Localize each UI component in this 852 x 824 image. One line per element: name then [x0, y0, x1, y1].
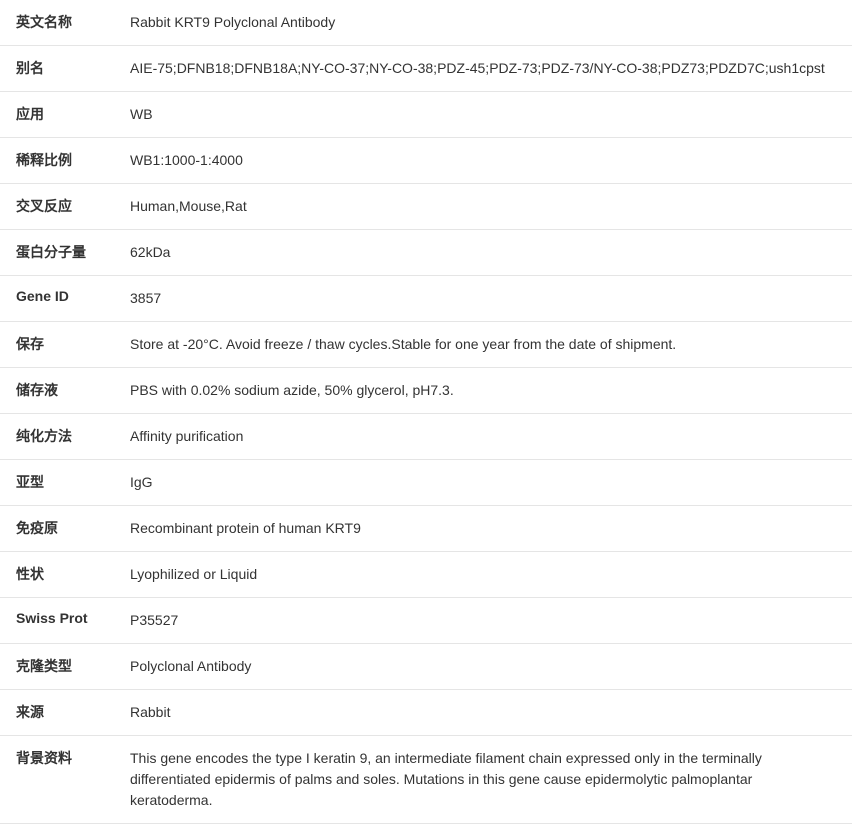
table-row: 保存 Store at -20°C. Avoid freeze / thaw c…	[0, 322, 852, 368]
spec-value: WB	[120, 92, 852, 138]
spec-label: 储存液	[0, 368, 120, 414]
spec-value: AIE-75;DFNB18;DFNB18A;NY-CO-37;NY-CO-38;…	[120, 46, 852, 92]
spec-label: 保存	[0, 322, 120, 368]
spec-label: 免疫原	[0, 506, 120, 552]
table-row: 克隆类型 Polyclonal Antibody	[0, 644, 852, 690]
spec-value: Lyophilized or Liquid	[120, 552, 852, 598]
table-row: 免疫原 Recombinant protein of human KRT9	[0, 506, 852, 552]
spec-value: Polyclonal Antibody	[120, 644, 852, 690]
table-row: 交叉反应 Human,Mouse,Rat	[0, 184, 852, 230]
table-row: 别名 AIE-75;DFNB18;DFNB18A;NY-CO-37;NY-CO-…	[0, 46, 852, 92]
table-row: 稀释比例 WB1:1000-1:4000	[0, 138, 852, 184]
spec-label: 来源	[0, 690, 120, 736]
table-row: 储存液 PBS with 0.02% sodium azide, 50% gly…	[0, 368, 852, 414]
spec-label: 克隆类型	[0, 644, 120, 690]
spec-value: This gene encodes the type I keratin 9, …	[120, 736, 852, 824]
spec-label: Swiss Prot	[0, 598, 120, 644]
spec-label: 纯化方法	[0, 414, 120, 460]
product-spec-table: 英文名称 Rabbit KRT9 Polyclonal Antibody 别名 …	[0, 0, 852, 824]
spec-value: P35527	[120, 598, 852, 644]
table-row: 应用 WB	[0, 92, 852, 138]
spec-value: Recombinant protein of human KRT9	[120, 506, 852, 552]
spec-value: Human,Mouse,Rat	[120, 184, 852, 230]
table-row: 性状 Lyophilized or Liquid	[0, 552, 852, 598]
spec-label: 亚型	[0, 460, 120, 506]
table-row: Swiss Prot P35527	[0, 598, 852, 644]
spec-label: 蛋白分子量	[0, 230, 120, 276]
spec-label: 应用	[0, 92, 120, 138]
spec-table-body: 英文名称 Rabbit KRT9 Polyclonal Antibody 别名 …	[0, 0, 852, 824]
spec-value: Affinity purification	[120, 414, 852, 460]
spec-label: 别名	[0, 46, 120, 92]
table-row: 背景资料 This gene encodes the type I kerati…	[0, 736, 852, 824]
table-row: 纯化方法 Affinity purification	[0, 414, 852, 460]
spec-value: 62kDa	[120, 230, 852, 276]
spec-value: WB1:1000-1:4000	[120, 138, 852, 184]
spec-label: 英文名称	[0, 0, 120, 46]
spec-label: 背景资料	[0, 736, 120, 824]
table-row: 亚型 IgG	[0, 460, 852, 506]
spec-value: 3857	[120, 276, 852, 322]
spec-value: Store at -20°C. Avoid freeze / thaw cycl…	[120, 322, 852, 368]
spec-value: Rabbit	[120, 690, 852, 736]
spec-label: 交叉反应	[0, 184, 120, 230]
spec-label: Gene ID	[0, 276, 120, 322]
table-row: 蛋白分子量 62kDa	[0, 230, 852, 276]
spec-value: Rabbit KRT9 Polyclonal Antibody	[120, 0, 852, 46]
spec-value: IgG	[120, 460, 852, 506]
table-row: Gene ID 3857	[0, 276, 852, 322]
spec-label: 性状	[0, 552, 120, 598]
spec-label: 稀释比例	[0, 138, 120, 184]
spec-value: PBS with 0.02% sodium azide, 50% glycero…	[120, 368, 852, 414]
table-row: 英文名称 Rabbit KRT9 Polyclonal Antibody	[0, 0, 852, 46]
table-row: 来源 Rabbit	[0, 690, 852, 736]
